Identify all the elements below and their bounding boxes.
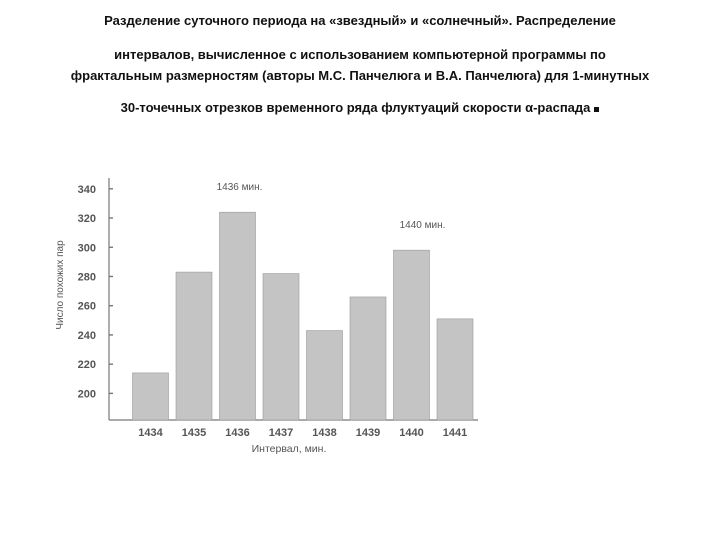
caption-line-4: 30-точечных отрезков временного ряда флу… xyxy=(0,100,720,116)
caption-line-4-text: 30-точечных отрезков временного ряда флу… xyxy=(120,100,526,115)
x-axis-title: Интервал, мин. xyxy=(252,443,327,455)
y-tick-label: 240 xyxy=(78,330,96,342)
y-tick-label: 280 xyxy=(78,271,96,283)
y-tick-label: 300 xyxy=(78,242,96,254)
x-tick-label: 1440 xyxy=(399,427,423,439)
bullet-mark xyxy=(594,107,600,112)
x-tick-label: 1439 xyxy=(356,427,380,439)
caption-line-3: фрактальным размерностям (авторы М.С. Па… xyxy=(70,68,650,83)
bar-1435 xyxy=(175,271,213,421)
bar-1437 xyxy=(262,273,300,421)
bar-1440 xyxy=(393,249,430,421)
y-tick-label: 320 xyxy=(78,213,96,225)
x-tick-label: 1441 xyxy=(443,427,467,439)
bar-1441 xyxy=(436,318,474,421)
chart-caption: Разделение суточного периода на «звездны… xyxy=(0,0,720,130)
caption-line-2: интервалов, вычисленное с использованием… xyxy=(114,47,606,62)
annotation-label: 1436 мин. xyxy=(217,182,263,193)
y-axis-title: Число похожих пар xyxy=(55,240,66,330)
caption-line-4-suffix: -распада xyxy=(533,100,591,115)
x-tick-label: 1437 xyxy=(269,427,293,439)
bar-1434 xyxy=(132,372,169,421)
bar-1436 xyxy=(219,211,256,421)
y-tick-label: 220 xyxy=(78,359,96,371)
bar-1439 xyxy=(349,296,387,421)
y-tick-label: 200 xyxy=(78,388,96,400)
y-tick-label: 340 xyxy=(78,184,96,196)
x-tick-label: 1438 xyxy=(312,427,336,439)
alpha-symbol: α xyxy=(525,100,534,115)
bar-1438 xyxy=(306,330,343,421)
x-tick-label: 1434 xyxy=(138,427,163,439)
x-tick-label: 1436 xyxy=(225,427,249,439)
annotation-label: 1440 мин. xyxy=(400,220,446,231)
caption-line-1: Разделение суточного периода на «звездны… xyxy=(104,13,616,28)
x-tick-label: 1435 xyxy=(182,427,206,439)
y-tick-label: 260 xyxy=(78,301,96,313)
